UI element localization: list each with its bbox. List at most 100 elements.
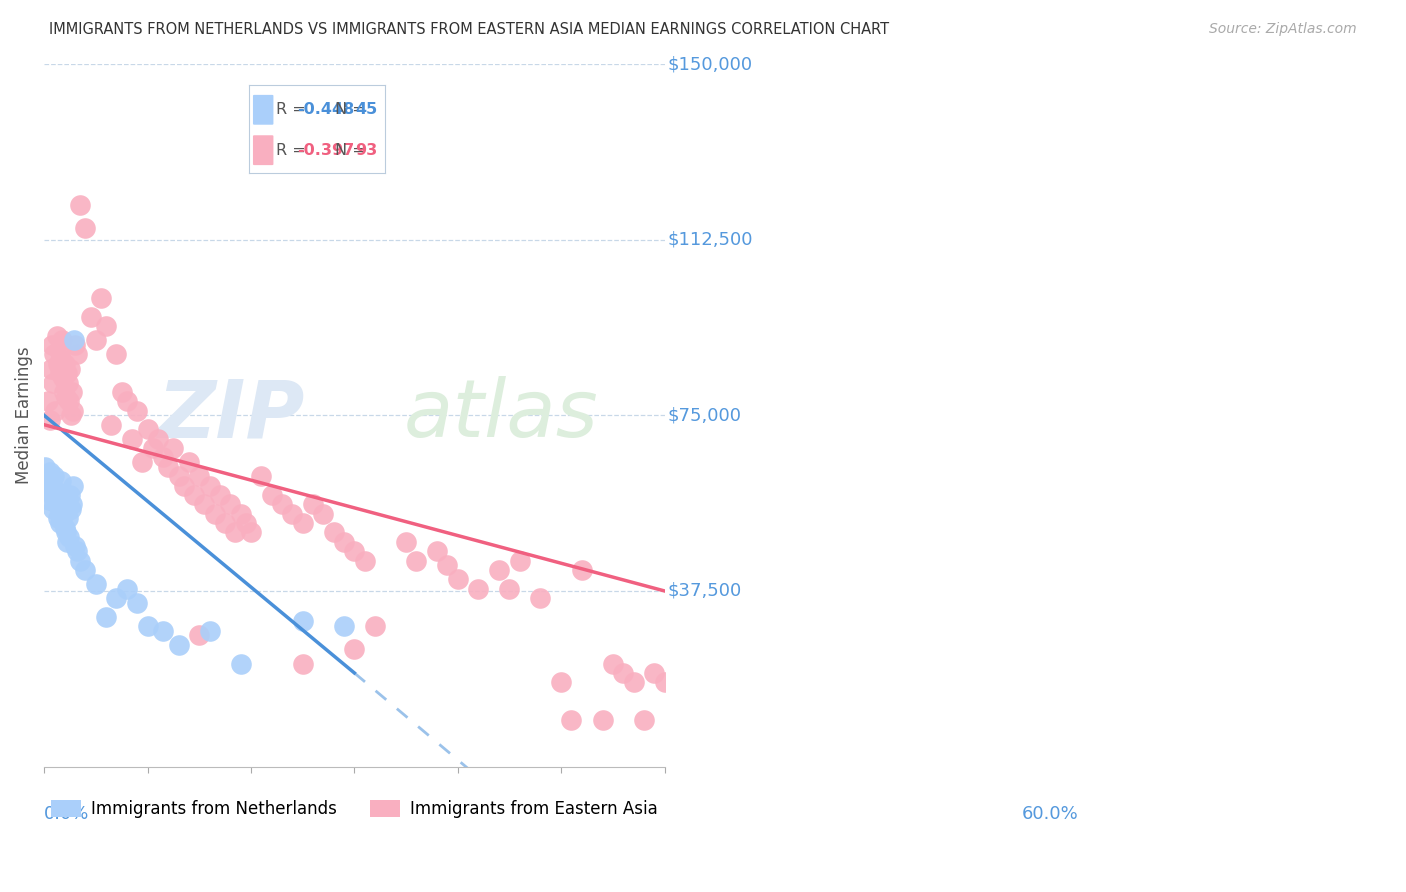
Point [56, 366, 79, 380]
Text: $75,000: $75,000 [668, 407, 742, 425]
Point [52, 507, 75, 521]
Text: atlas: atlas [404, 376, 599, 454]
Point [235, 516, 257, 530]
Point [46, 357, 69, 371]
Point [59, 488, 82, 502]
Text: Source: ZipAtlas.com: Source: ZipAtlas.com [1209, 22, 1357, 37]
Point [198, 624, 221, 638]
Text: 0.0%: 0.0% [44, 805, 90, 823]
Point [90, 291, 112, 305]
Point [41, 338, 63, 352]
Point [188, 469, 211, 483]
Point [48, 366, 70, 380]
Point [56, 511, 79, 525]
Point [41, 478, 63, 492]
Point [111, 384, 134, 399]
Point [198, 478, 221, 492]
Point [55, 390, 77, 404]
Point [131, 455, 153, 469]
Point [44, 347, 66, 361]
Point [58, 530, 80, 544]
Y-axis label: Median Earnings: Median Earnings [15, 346, 32, 484]
Point [224, 525, 246, 540]
Point [45, 328, 67, 343]
Point [52, 371, 75, 385]
Point [62, 403, 84, 417]
Point [612, 665, 634, 680]
Point [38, 492, 60, 507]
Point [75, 563, 97, 577]
Point [152, 624, 174, 638]
Point [105, 591, 128, 605]
Point [63, 334, 86, 348]
Point [291, 516, 314, 530]
Text: 60.0%: 60.0% [1021, 805, 1078, 823]
Text: ZIP: ZIP [157, 376, 305, 454]
Point [208, 488, 231, 502]
Point [35, 469, 58, 483]
Point [488, 563, 510, 577]
Point [48, 492, 70, 507]
Point [42, 376, 65, 390]
Point [96, 609, 118, 624]
Point [127, 596, 149, 610]
Point [115, 394, 138, 409]
Point [364, 619, 387, 633]
Point [312, 507, 335, 521]
Point [146, 432, 169, 446]
Point [59, 502, 82, 516]
Text: $37,500: $37,500 [668, 582, 742, 600]
Point [84, 334, 107, 348]
Point [59, 361, 82, 376]
Point [51, 334, 73, 348]
Point [44, 483, 66, 498]
Point [643, 665, 665, 680]
Point [37, 394, 59, 409]
Point [260, 488, 283, 502]
Point [173, 478, 195, 492]
Point [39, 465, 62, 479]
Point [167, 638, 190, 652]
Point [550, 675, 572, 690]
Point [52, 502, 75, 516]
Point [405, 553, 427, 567]
Point [58, 394, 80, 409]
Point [395, 534, 418, 549]
Point [654, 675, 676, 690]
Point [46, 511, 69, 525]
Point [602, 657, 624, 671]
Point [633, 713, 655, 727]
Point [60, 384, 83, 399]
Point [560, 713, 582, 727]
Point [239, 525, 262, 540]
Point [447, 572, 470, 586]
Point [229, 507, 252, 521]
Point [60, 497, 83, 511]
Legend: Immigrants from Netherlands, Immigrants from Eastern Asia: Immigrants from Netherlands, Immigrants … [44, 794, 665, 825]
Text: $150,000: $150,000 [668, 55, 752, 73]
Point [49, 474, 72, 488]
Point [167, 469, 190, 483]
Point [183, 488, 205, 502]
Point [105, 347, 128, 361]
Point [41, 488, 63, 502]
Text: IMMIGRANTS FROM NETHERLANDS VS IMMIGRANTS FROM EASTERN ASIA MEDIAN EARNINGS CORR: IMMIGRANTS FROM NETHERLANDS VS IMMIGRANT… [49, 22, 890, 37]
Point [162, 441, 184, 455]
Point [571, 563, 593, 577]
Point [56, 534, 79, 549]
Point [343, 642, 366, 657]
Point [322, 525, 344, 540]
Point [353, 553, 375, 567]
Point [66, 347, 89, 361]
Point [281, 507, 304, 521]
Point [333, 534, 356, 549]
Point [34, 459, 56, 474]
Point [66, 544, 89, 558]
Point [49, 352, 72, 367]
Point [467, 582, 489, 596]
Point [498, 582, 520, 596]
Point [44, 469, 66, 483]
Point [127, 403, 149, 417]
Point [41, 361, 63, 376]
Point [529, 591, 551, 605]
